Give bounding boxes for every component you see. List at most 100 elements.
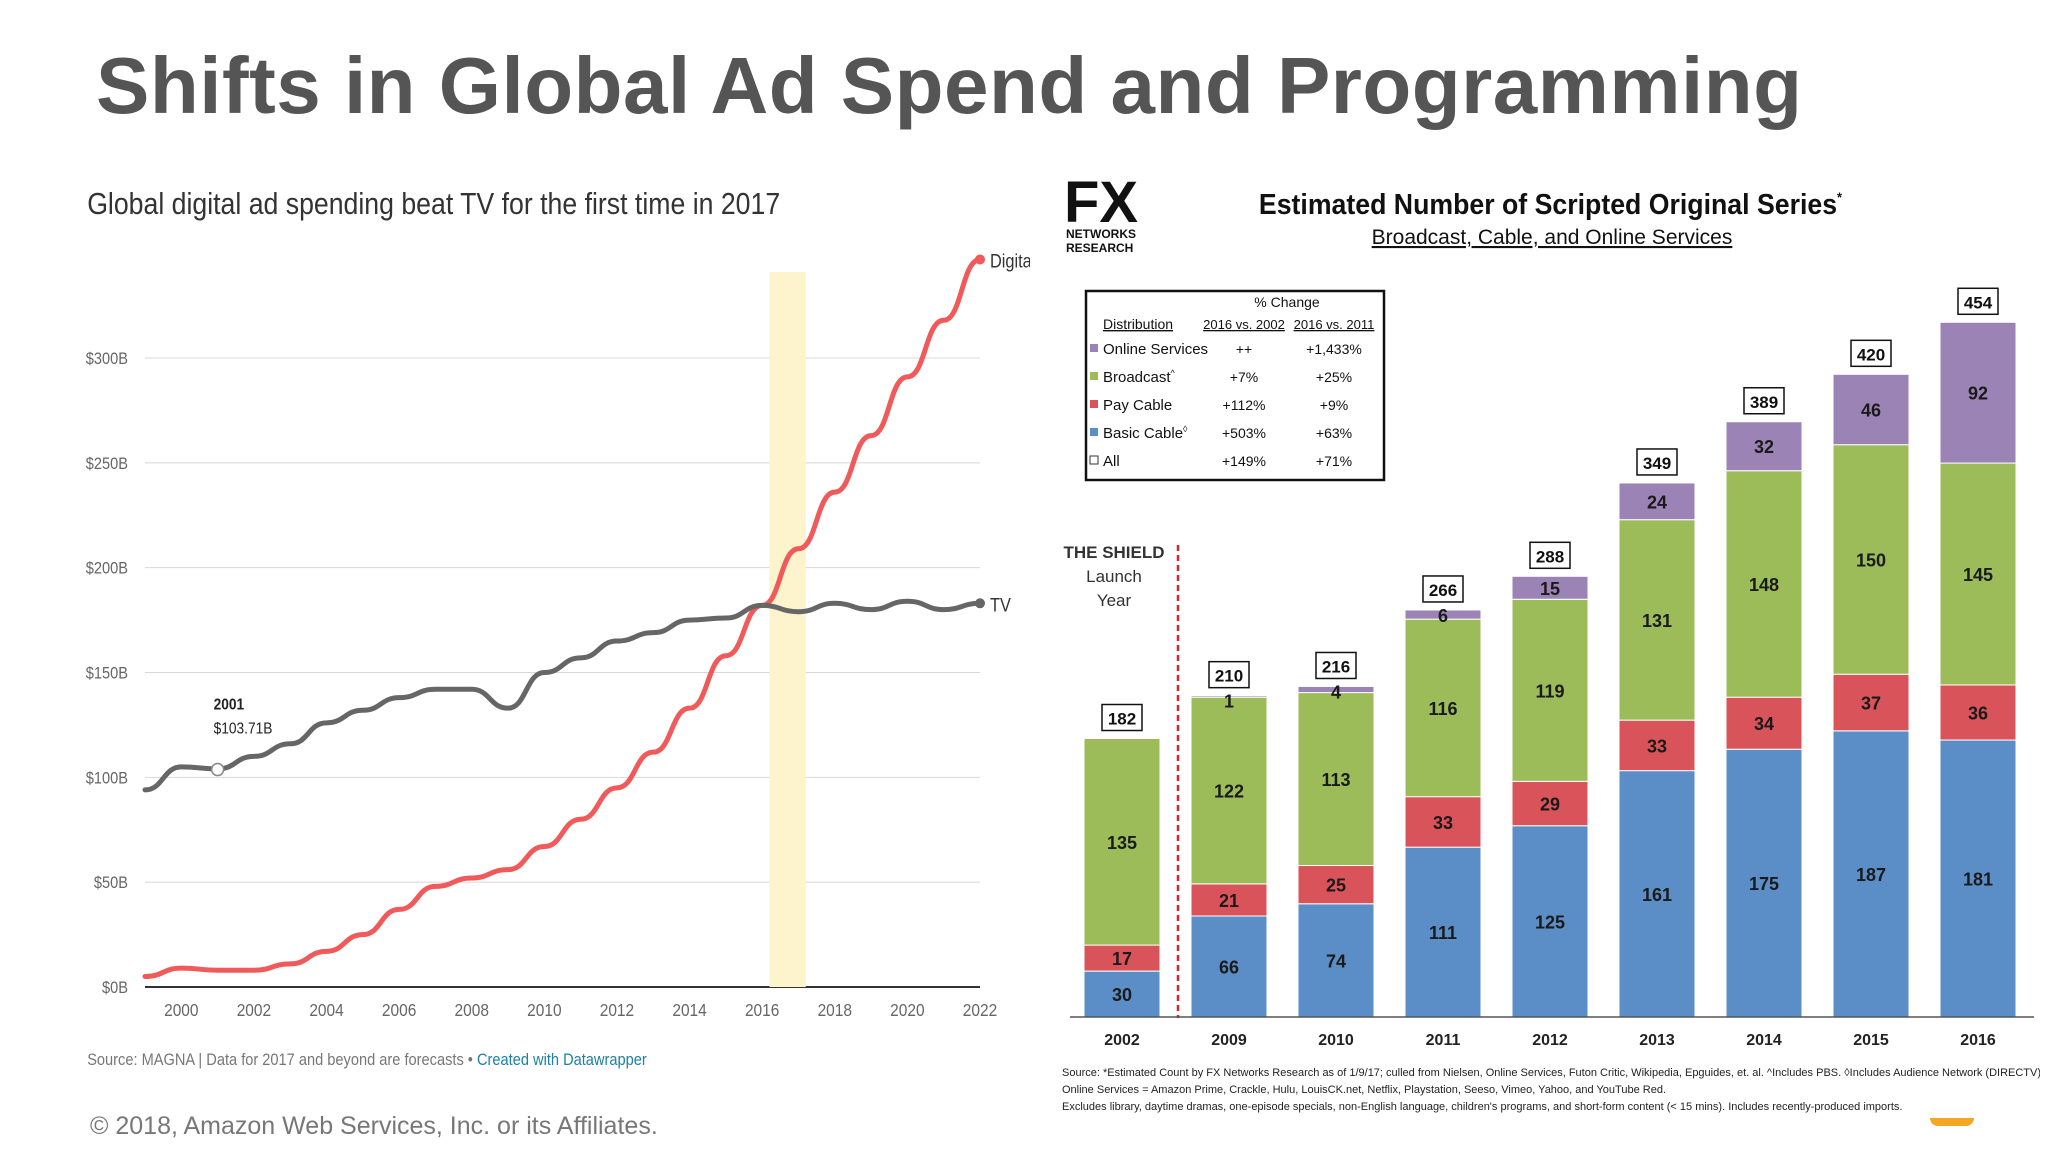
legend-label: Online Services: [1103, 341, 1208, 358]
shield-launch-note: THE SHIELD Launch Year: [1063, 543, 1180, 1018]
bar-segment-online-services: [1297, 685, 1375, 694]
bar-total-box: [1422, 575, 1464, 603]
y-tick-label: $100B: [86, 769, 128, 787]
bar-value-label: 4: [1331, 682, 1341, 702]
annotation-year: 2001: [214, 696, 245, 714]
bar-value-label: 125: [1535, 912, 1565, 932]
slide-title: Shifts in Global Ad Spend and Programmin…: [96, 41, 1803, 130]
series-endpoint-digital: [975, 254, 985, 265]
legend-label: Basic Cable◊: [1103, 424, 1188, 442]
bar-total-label: 349: [1643, 454, 1671, 473]
bar-segment-pay-cable: [1190, 883, 1268, 917]
legend-swatch: [1089, 455, 1099, 465]
x-tick-label: 2008: [455, 1000, 489, 1020]
bar-value-label: 21: [1219, 891, 1239, 911]
bar-category-label: 2014: [1746, 1032, 1782, 1049]
x-tick-label: 2010: [527, 1000, 561, 1020]
fx-logo-line1: NETWORKS: [1066, 227, 1136, 241]
legend-header-group: % Change: [1254, 294, 1320, 310]
legend-label: Pay Cable: [1103, 397, 1172, 414]
y-tick-label: $250B: [86, 455, 128, 473]
bar-segment-broadcast: [1404, 618, 1482, 798]
bar-segment-basic-cable: [1404, 846, 1482, 1018]
bar-segment-online-services: [1404, 609, 1482, 620]
bar-value-label: 74: [1326, 951, 1346, 971]
bar-segment-basic-cable: [1511, 825, 1589, 1018]
x-tick-label: 2000: [164, 1000, 198, 1020]
legend-swatch: [1090, 428, 1098, 436]
shield-note-line1: THE SHIELD: [1063, 543, 1164, 562]
bar-value-label: 46: [1861, 401, 1881, 421]
datawrapper-link[interactable]: Created with Datawrapper: [477, 1051, 647, 1069]
scripted-series-panel: FX NETWORKS RESEARCH Estimated Number of…: [1062, 170, 2040, 1113]
y-tick-label: $150B: [86, 665, 128, 683]
bar-value-label: 111: [1429, 923, 1457, 943]
bar-value-label: 37: [1861, 694, 1881, 714]
bar-value-label: 148: [1749, 575, 1779, 595]
source-text: Source: MAGNA | Data for 2017 and beyond…: [87, 1051, 477, 1069]
bar-value-label: 34: [1754, 714, 1774, 734]
legend-col-2011: 2016 vs. 2011: [1294, 317, 1375, 332]
bar-value-label: 161: [1642, 885, 1672, 905]
x-tick-label: 2014: [672, 1000, 706, 1020]
bar-segment-online-services: [1618, 482, 1696, 521]
fx-logo: FX: [1064, 170, 1138, 235]
shield-note-line2: Launch: [1086, 567, 1142, 586]
legend-change-2011: +25%: [1316, 369, 1352, 385]
bar-segment-broadcast: [1190, 696, 1268, 885]
bar-segment-basic-cable: [1725, 748, 1803, 1018]
legend-change-2002: +503%: [1222, 425, 1266, 441]
legend-change-2011: +71%: [1316, 453, 1352, 469]
accent-mark: [1930, 1118, 1974, 1126]
bar-value-label: 131: [1642, 611, 1672, 631]
bar-value-label: 145: [1963, 565, 1993, 585]
bar-category-label: 2013: [1639, 1032, 1675, 1049]
line-chart-grid: [145, 357, 980, 988]
bar-total-box: [1529, 541, 1571, 570]
bar-segment-basic-cable: [1190, 915, 1268, 1018]
bar-category-label: 2002: [1104, 1032, 1140, 1049]
bar-segment-broadcast: [1297, 692, 1375, 867]
bar-segment-broadcast: [1939, 462, 2017, 686]
bar-value-label: 175: [1749, 874, 1779, 894]
bar-chart-footnotes: Source: *Estimated Count by FX Networks …: [1062, 1067, 2040, 1113]
bar-total-box: [1957, 287, 1999, 316]
legend-change-2011: +63%: [1316, 425, 1352, 441]
y-tick-label: $0B: [102, 979, 128, 997]
copyright-footer: © 2018, Amazon Web Services, Inc. or its…: [90, 1112, 658, 1140]
bar-total-label: 420: [1857, 345, 1885, 364]
bar-segment-pay-cable: [1297, 865, 1375, 905]
x-tick-label: 2002: [237, 1000, 271, 1020]
bar-value-label: 30: [1112, 985, 1132, 1005]
line-chart-series: Digital TV: [142, 250, 1030, 980]
line-chart-title: Global digital ad spending beat TV for t…: [87, 187, 780, 221]
bar-segment-online-services: [1190, 695, 1268, 698]
bar-value-label: 119: [1535, 681, 1564, 701]
legend-change-2002: +149%: [1222, 453, 1266, 469]
bar-value-label: 113: [1321, 770, 1350, 790]
bar-value-label: 116: [1428, 699, 1457, 719]
footnote-1: Source: *Estimated Count by FX Networks …: [1062, 1067, 2040, 1079]
bar-category-label: 2015: [1853, 1032, 1889, 1049]
legend-change-2002: ++: [1236, 341, 1252, 357]
bar-value-label: 32: [1754, 437, 1774, 457]
bar-segment-online-services: [1511, 575, 1589, 600]
bar-chart-x-axis: 2002 2009 2010 2011 2012 2013 2014 2015 2016: [1104, 1032, 1996, 1049]
series-label-digital: Digital: [990, 250, 1030, 271]
bar-value-label: 1: [1224, 692, 1234, 712]
bar-segment-broadcast: [1618, 519, 1696, 721]
bar-total-box: [1101, 703, 1143, 732]
bar-value-label: 92: [1968, 384, 1988, 404]
bar-category-label: 2011: [1426, 1032, 1461, 1049]
bar-segment-pay-cable: [1939, 684, 2017, 741]
x-tick-label: 2020: [890, 1000, 924, 1020]
bar-segment-pay-cable: [1083, 944, 1161, 972]
bar-segment-broadcast: [1832, 444, 1910, 675]
bar-value-label: 36: [1968, 703, 1988, 723]
bar-category-label: 2009: [1211, 1032, 1247, 1049]
highlight-band-2017: [769, 272, 806, 987]
fx-logo-line2: RESEARCH: [1066, 241, 1133, 255]
series-label-tv: TV: [990, 594, 1011, 615]
x-tick-label: 2012: [600, 1000, 634, 1020]
bar-total-box: [1850, 339, 1892, 368]
